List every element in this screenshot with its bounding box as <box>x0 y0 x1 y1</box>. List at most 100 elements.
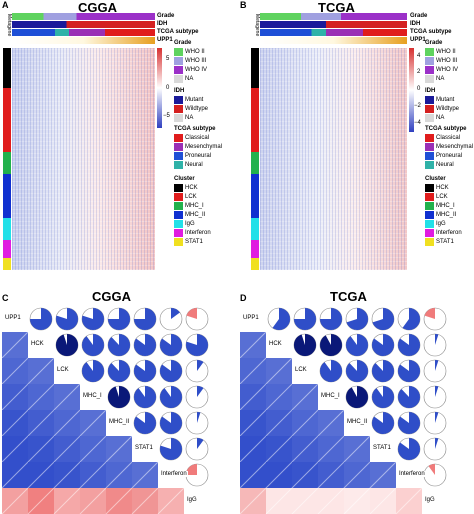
color-scale-b <box>409 48 414 132</box>
cluster-block-lck <box>3 88 11 152</box>
hatch-line <box>53 435 81 463</box>
correlation-square <box>2 410 28 436</box>
correlation-square <box>28 410 54 436</box>
correlation-square <box>292 384 318 410</box>
correlation-variable-label: UPP1 <box>242 315 260 321</box>
correlation-square <box>28 436 54 462</box>
correlation-square <box>240 488 266 514</box>
panel-letter-b: B <box>240 0 247 10</box>
hatch-line <box>291 409 319 437</box>
correlation-pie-slice <box>435 386 439 397</box>
correlation-square <box>240 436 266 462</box>
correlation-variable-label: MHC_I <box>82 393 103 399</box>
correlation-pie-slice <box>108 308 130 330</box>
ann-label-subtype-b: TCGA subtype <box>410 29 452 35</box>
legend-item: HCK <box>185 185 198 191</box>
correlation-square <box>28 384 54 410</box>
correlation-pie-slice <box>320 308 342 330</box>
ann-label-grade-b: Grade <box>410 13 428 19</box>
correlation-pie <box>55 333 79 357</box>
correlation-pie <box>185 463 209 487</box>
correlation-pie-slice <box>435 412 439 423</box>
correlation-square <box>80 488 106 514</box>
correlation-square <box>2 358 28 384</box>
correlation-pie <box>133 411 157 435</box>
correlation-pie-slice <box>398 334 421 356</box>
legend-item: Classical <box>436 135 461 141</box>
correlation-pie <box>423 437 447 461</box>
hatch-line <box>291 383 319 411</box>
correlation-square <box>2 384 28 410</box>
correlation-pie <box>267 307 291 331</box>
correlation-variable-label: LCK <box>56 367 70 373</box>
legend-item: WHO II <box>436 49 456 55</box>
legend-swatch <box>425 114 434 122</box>
correlation-pie-slice <box>371 386 394 409</box>
correlation-pie <box>185 307 209 331</box>
correlation-variable-label: STAT1 <box>372 445 392 451</box>
legend-swatch <box>425 152 434 160</box>
hatch-line <box>1 435 29 463</box>
legend-swatch <box>174 193 183 201</box>
correlation-pie-slice <box>30 308 52 330</box>
legend-swatch <box>425 134 434 142</box>
correlation-pie <box>423 333 447 357</box>
legend-item: MHC_II <box>185 212 206 218</box>
hatch-line <box>27 435 55 463</box>
cluster-block-mhc-ii <box>3 174 11 218</box>
correlation-pie <box>55 307 79 331</box>
correlation-pie-slice <box>320 360 342 382</box>
correlation-pie-slice <box>197 386 204 397</box>
hatch-line <box>157 487 185 514</box>
correlation-pie <box>371 359 395 383</box>
hatch-line <box>27 487 55 514</box>
correlation-square <box>266 410 292 436</box>
legend-item: Mesenchymal <box>185 144 223 150</box>
legend-swatch <box>425 229 434 237</box>
correlation-pie <box>133 307 157 331</box>
legend-title-cluster: Cluster <box>174 176 195 182</box>
ann-label-upp1-b: UPP1 <box>410 37 426 43</box>
cluster-block-interferon <box>3 240 11 258</box>
legend-item: WHO III <box>185 58 207 64</box>
hatch-line <box>239 461 267 489</box>
correlation-pie <box>397 333 421 357</box>
hatch-line <box>369 487 397 514</box>
hatch-line <box>265 357 293 385</box>
correlation-pie <box>397 437 421 461</box>
correlation-pie-slice <box>134 412 156 434</box>
hatch-line <box>1 331 29 359</box>
legend-swatch <box>425 105 434 113</box>
expression-heatmap-b <box>260 48 407 270</box>
legend-swatch <box>425 220 434 228</box>
correlation-pie <box>133 385 157 409</box>
correlation-pie <box>159 359 183 383</box>
hatch-line <box>131 487 159 514</box>
correlation-square <box>318 462 344 488</box>
grade-bar-b <box>260 13 407 20</box>
correlation-pie-slice <box>294 308 316 330</box>
correlation-pie <box>185 437 209 461</box>
subtype-bar-b <box>260 29 407 36</box>
correlation-pie <box>159 333 183 357</box>
legend-item: NA <box>436 115 445 121</box>
correlation-pie <box>423 385 447 409</box>
hatch-line <box>395 487 423 514</box>
annotation-bars-b <box>260 13 407 46</box>
correlation-pie-slice <box>134 360 157 383</box>
upp1-bar-b <box>260 37 407 44</box>
hatch-line <box>239 357 267 385</box>
hatch-line <box>79 461 107 489</box>
ann-label-idh-b: IDH <box>410 21 421 27</box>
legend-item: Neural <box>436 162 454 168</box>
correlation-pie-slice <box>197 438 204 449</box>
correlation-pie <box>345 333 369 357</box>
legend-swatch <box>174 161 183 169</box>
correlation-pie <box>397 359 421 383</box>
correlation-pie-slice <box>398 360 421 382</box>
hatch-line <box>265 409 293 437</box>
correlation-variable-label: HCK <box>268 341 283 347</box>
hatch-line <box>369 461 397 489</box>
correlation-pie <box>185 385 209 409</box>
correlation-variable-label: MHC_II <box>108 419 131 425</box>
